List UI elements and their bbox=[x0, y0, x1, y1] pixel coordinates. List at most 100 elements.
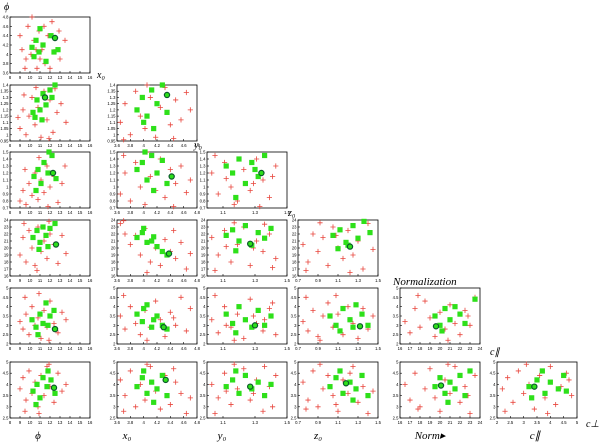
green-square-point bbox=[40, 42, 46, 48]
red-plus-point bbox=[325, 300, 331, 306]
green-square-point bbox=[164, 180, 170, 187]
red-plus-point bbox=[26, 180, 32, 187]
green-square-point bbox=[242, 180, 248, 187]
y-tick-label: 2.5 bbox=[393, 332, 399, 337]
y-tick-label: 4.5 bbox=[393, 295, 399, 300]
red-plus-point bbox=[447, 302, 453, 308]
best-fit-point bbox=[432, 323, 440, 330]
x-tick-label: 3 bbox=[522, 420, 525, 425]
x-tick-label: 22 bbox=[458, 420, 463, 425]
x-tick-label: 4.6 bbox=[181, 278, 187, 283]
red-plus-point bbox=[20, 375, 26, 381]
red-plus-point bbox=[59, 232, 65, 238]
green-square-point bbox=[38, 180, 44, 187]
red-plus-point bbox=[270, 300, 276, 306]
y-tick-label: 4 bbox=[294, 382, 297, 387]
red-plus-point bbox=[452, 363, 458, 370]
green-square-point bbox=[359, 311, 365, 317]
green-square-point bbox=[233, 194, 239, 201]
red-plus-point bbox=[17, 125, 23, 132]
x-tick-label: 16 bbox=[88, 346, 93, 351]
red-plus-point bbox=[32, 122, 38, 128]
x-tick-label: 4.4 bbox=[167, 278, 173, 283]
red-plus-point bbox=[531, 406, 537, 412]
green-square-point bbox=[29, 44, 35, 50]
x-tick-label: 23 bbox=[468, 420, 473, 425]
red-plus-point bbox=[59, 180, 65, 187]
red-plus-point bbox=[127, 241, 133, 248]
x-tick-label: 8 bbox=[9, 210, 12, 215]
green-square-point bbox=[262, 393, 268, 399]
red-plus-point bbox=[247, 397, 253, 403]
red-plus-point bbox=[442, 377, 448, 383]
green-square-point bbox=[149, 324, 155, 330]
x-tick-label: 10 bbox=[28, 143, 33, 148]
green-square-point bbox=[52, 220, 58, 227]
red-plus-point bbox=[157, 262, 163, 269]
red-plus-point bbox=[370, 246, 376, 252]
green-square-point bbox=[462, 393, 468, 399]
red-plus-point bbox=[266, 231, 272, 237]
y-tick-label: 3 bbox=[396, 404, 399, 409]
panel-frame bbox=[9, 151, 91, 209]
y-tick-label: 0.7 bbox=[110, 206, 116, 211]
green-square-point bbox=[51, 307, 57, 313]
y-tick-label: 1.1 bbox=[200, 178, 206, 183]
y-tick-label: 0.95 bbox=[107, 139, 116, 144]
x-tick-label: 9 bbox=[19, 210, 22, 215]
y-tick-label: 20 bbox=[4, 246, 9, 251]
red-plus-point bbox=[46, 135, 52, 142]
x-tick-label: 23 bbox=[468, 346, 473, 351]
panel-frame bbox=[206, 151, 288, 209]
red-plus-point bbox=[427, 366, 433, 372]
red-plus-point bbox=[117, 119, 123, 125]
y-tick-label: 3 bbox=[493, 404, 496, 409]
red-plus-point bbox=[315, 248, 321, 255]
y-tick-label: 1.35 bbox=[107, 89, 116, 94]
green-square-point bbox=[32, 114, 38, 120]
red-plus-point bbox=[17, 319, 23, 325]
red-plus-point bbox=[171, 135, 177, 142]
panel-z0-vs-cperp: 0.7 0.9 1.1 1.3 1.5 2.5 3 3.5 4 4.5 5 bbox=[291, 360, 382, 426]
y-tick-label: 4 bbox=[6, 382, 9, 387]
red-plus-point bbox=[340, 332, 346, 338]
red-plus-point bbox=[122, 101, 128, 107]
green-square-point bbox=[49, 152, 55, 159]
x-tick-label: 3.6 bbox=[114, 420, 120, 425]
red-plus-point bbox=[117, 313, 123, 319]
green-square-point bbox=[347, 317, 353, 323]
red-plus-point bbox=[173, 255, 179, 262]
green-square-point bbox=[134, 311, 140, 317]
x-tick-label: 16 bbox=[88, 143, 93, 148]
green-square-point bbox=[37, 311, 43, 317]
red-plus-point bbox=[153, 134, 159, 140]
red-plus-point bbox=[345, 390, 351, 396]
y-tick-label: 4.5 bbox=[490, 371, 496, 376]
x-tick-label: 15 bbox=[78, 278, 83, 283]
x-tick-label: 16 bbox=[88, 75, 93, 80]
x-tick-label: 16 bbox=[88, 278, 93, 283]
y-tick-label: 17 bbox=[292, 267, 297, 272]
x-tick-label: 11 bbox=[38, 75, 43, 80]
red-plus-point bbox=[300, 241, 306, 248]
green-square-point bbox=[233, 368, 239, 374]
x-tick-label: 1.3 bbox=[252, 346, 258, 351]
y-tick-label: 2.5 bbox=[200, 416, 206, 421]
red-plus-point bbox=[222, 304, 228, 310]
panel-x0-vs-cpar: 3.6 3.8 4 4.2 4.4 4.6 4.8 2 2.5 3 3.5 4 4.5 5 bbox=[110, 286, 201, 352]
red-plus-point bbox=[178, 390, 184, 396]
panel-norm-vs-cpar: 16 17 18 19 20 21 22 23 24 2 2.5 3 3.5 4 4.5 5 bbox=[393, 286, 483, 352]
x-tick-label: 4.6 bbox=[181, 143, 187, 148]
green-square-point bbox=[151, 234, 157, 240]
red-plus-point bbox=[55, 330, 61, 336]
red-plus-point bbox=[325, 262, 331, 269]
y-tick-label: 21 bbox=[111, 239, 116, 244]
x-tick-label: 4.6 bbox=[181, 420, 187, 425]
best-fit-point bbox=[251, 322, 259, 329]
red-plus-point bbox=[345, 227, 351, 234]
red-plus-point bbox=[330, 393, 336, 399]
green-square-point bbox=[55, 47, 61, 53]
red-plus-point bbox=[142, 201, 148, 208]
green-square-point bbox=[36, 246, 42, 252]
red-plus-point bbox=[121, 137, 127, 143]
